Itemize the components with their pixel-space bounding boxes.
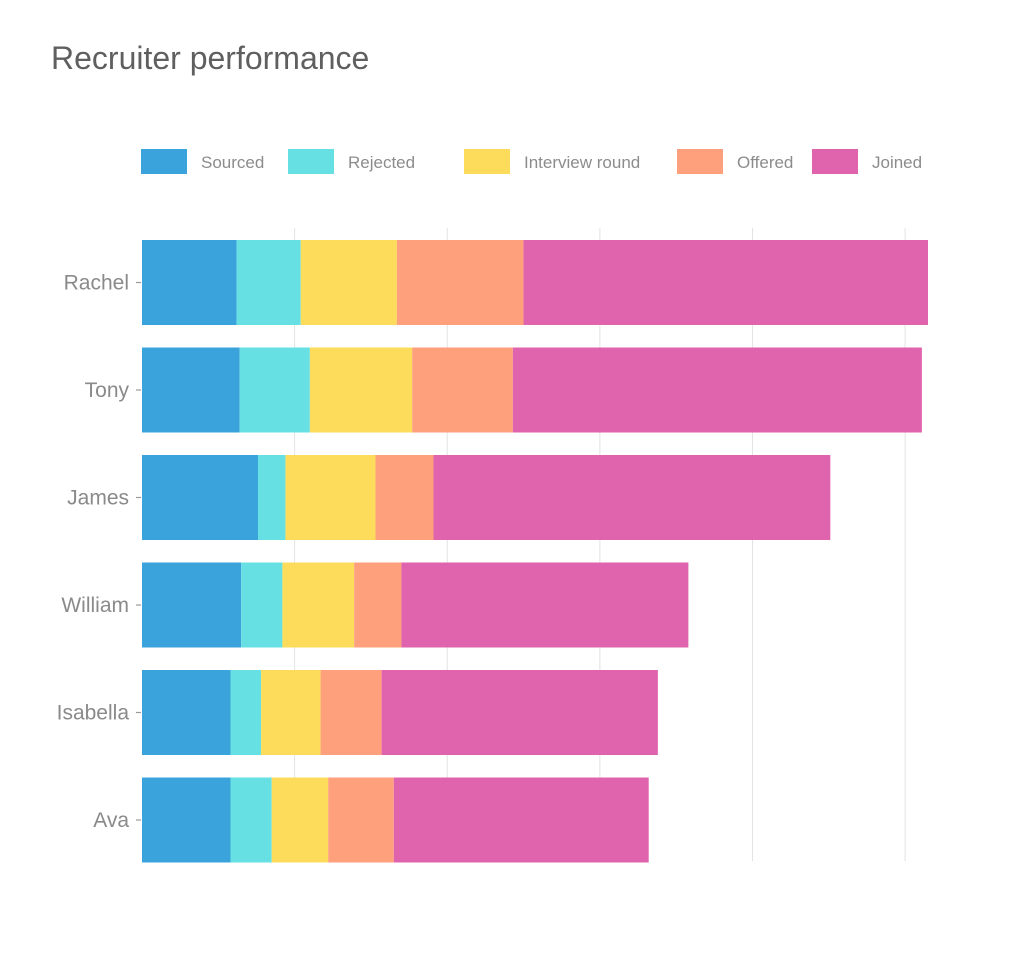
bar-segment[interactable]	[239, 347, 310, 433]
legend-item[interactable]: Rejected	[288, 149, 415, 174]
y-tick-label: Ava	[93, 809, 129, 832]
bar-segment[interactable]	[381, 670, 658, 755]
y-tick-label: Rachel	[64, 272, 129, 295]
bar-segment[interactable]	[261, 670, 321, 755]
y-tick-label: James	[67, 487, 129, 510]
legend-item[interactable]: Interview round	[464, 149, 640, 174]
bar-segment[interactable]	[393, 777, 649, 863]
legend-item[interactable]: Offered	[677, 149, 793, 174]
bar-segment[interactable]	[433, 455, 831, 540]
bar-segment[interactable]	[401, 562, 689, 648]
bar-row	[142, 347, 922, 433]
legend-swatch	[141, 149, 187, 174]
bar-segment[interactable]	[396, 240, 524, 325]
y-tick-label: William	[61, 594, 129, 617]
bar-segment[interactable]	[285, 455, 376, 540]
bar-segment[interactable]	[320, 670, 382, 755]
legend-label: Sourced	[201, 153, 264, 172]
bar-segment[interactable]	[241, 562, 283, 648]
legend-swatch	[677, 149, 723, 174]
bar-segment[interactable]	[142, 455, 258, 540]
legend-label: Interview round	[524, 153, 640, 172]
chart-title: Recruiter performance	[51, 40, 370, 76]
legend-item[interactable]: Joined	[812, 149, 922, 174]
bar-row	[142, 670, 658, 755]
bar-segment[interactable]	[142, 777, 231, 863]
bar-row	[142, 240, 928, 325]
bar-segment[interactable]	[300, 240, 397, 325]
bar-segment[interactable]	[230, 777, 272, 863]
legend-swatch	[288, 149, 334, 174]
bar-segment[interactable]	[412, 347, 513, 433]
legend: Sourced Rejected Interview round Offered Joi…	[141, 149, 922, 174]
legend-label: Rejected	[348, 153, 415, 172]
bar-segment[interactable]	[257, 455, 286, 540]
bar-segment[interactable]	[142, 240, 237, 325]
legend-swatch	[464, 149, 510, 174]
legend-item[interactable]: Sourced	[141, 149, 264, 174]
bar-segment[interactable]	[354, 562, 402, 648]
y-tick-label: Isabella	[57, 702, 130, 725]
legend-swatch	[812, 149, 858, 174]
bar-segment[interactable]	[236, 240, 301, 325]
bar-segment[interactable]	[328, 777, 394, 863]
bar-segment[interactable]	[375, 455, 434, 540]
gridlines	[294, 228, 906, 861]
bar-segment[interactable]	[142, 562, 242, 648]
bar-segment[interactable]	[271, 777, 329, 863]
bar-segment[interactable]	[523, 240, 928, 325]
bar-segment[interactable]	[230, 670, 262, 755]
y-tick-label: Tony	[85, 379, 130, 402]
bar-segment[interactable]	[282, 562, 355, 648]
bar-segment[interactable]	[142, 670, 231, 755]
bar-segment[interactable]	[142, 347, 240, 433]
bar-row	[142, 562, 689, 648]
legend-label: Offered	[737, 153, 793, 172]
bars	[142, 240, 928, 863]
legend-label: Joined	[872, 153, 922, 172]
bar-segment[interactable]	[512, 347, 922, 433]
y-axis: Rachel Tony James William Isabella Ava	[57, 272, 141, 832]
bar-segment[interactable]	[309, 347, 413, 433]
bar-row	[142, 455, 831, 540]
bar-row	[142, 777, 649, 863]
